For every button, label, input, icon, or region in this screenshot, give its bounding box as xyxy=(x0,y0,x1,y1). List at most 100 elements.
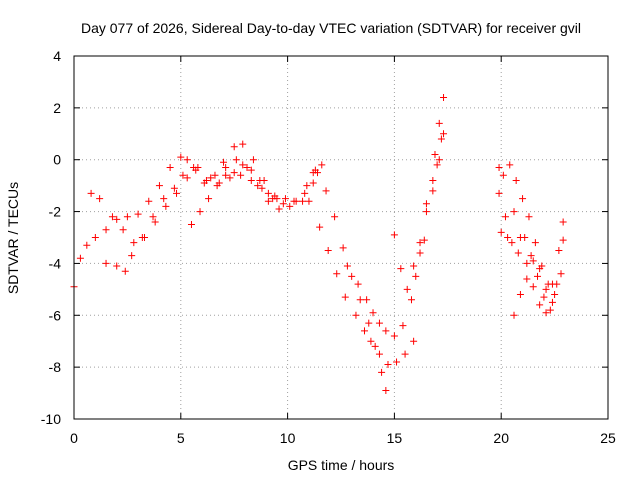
data-point xyxy=(160,195,168,203)
data-point xyxy=(254,182,262,190)
data-point xyxy=(548,280,556,288)
data-point xyxy=(433,161,441,169)
data-point xyxy=(525,213,533,221)
y-tick-label: -6 xyxy=(49,307,62,323)
data-point xyxy=(264,189,272,197)
data-point xyxy=(222,171,230,179)
data-point xyxy=(504,234,512,241)
data-series-11 xyxy=(495,189,567,314)
data-point xyxy=(375,319,383,327)
plot-frame xyxy=(73,55,609,420)
data-series-8 xyxy=(390,135,445,293)
data-point xyxy=(83,241,91,249)
data-point xyxy=(183,156,191,164)
data-point xyxy=(200,179,208,187)
data-point xyxy=(382,327,390,335)
data-series-4 xyxy=(187,161,281,229)
data-point xyxy=(384,361,392,369)
y-tick-label: -2 xyxy=(49,204,62,220)
data-point xyxy=(196,208,204,216)
data-point xyxy=(512,176,520,184)
chart-title: Day 077 of 2026, Sidereal Day-to-day VTE… xyxy=(81,20,581,36)
data-markers xyxy=(70,93,567,394)
data-point xyxy=(213,182,221,190)
data-point xyxy=(279,200,287,208)
y-axis-label: SDTVAR / TECUs xyxy=(5,182,21,294)
data-series-1 xyxy=(70,153,317,291)
data-point xyxy=(551,291,559,299)
data-point xyxy=(343,262,351,270)
data-point xyxy=(360,327,368,335)
data-point xyxy=(151,218,159,226)
data-point xyxy=(96,195,104,203)
data-point xyxy=(232,156,240,164)
data-point xyxy=(179,171,187,179)
data-point xyxy=(108,213,116,221)
data-point xyxy=(113,215,121,223)
data-point xyxy=(365,319,373,327)
data-point xyxy=(529,283,537,291)
data-point xyxy=(527,252,535,260)
data-point xyxy=(497,228,505,236)
data-point xyxy=(237,171,245,179)
data-point xyxy=(247,176,255,184)
data-point xyxy=(435,156,443,164)
data-point xyxy=(102,259,110,267)
y-tick-label: -8 xyxy=(49,359,62,375)
data-point xyxy=(412,272,420,280)
data-point xyxy=(138,234,146,241)
data-point xyxy=(431,151,439,159)
x-tick-label: 20 xyxy=(493,430,509,446)
data-point xyxy=(341,293,349,301)
data-point xyxy=(121,267,129,275)
data-point xyxy=(318,161,326,169)
data-point xyxy=(113,262,121,270)
data-point xyxy=(559,236,567,244)
data-point xyxy=(286,202,294,210)
data-point xyxy=(256,176,264,184)
data-point xyxy=(540,293,548,301)
data-series-10 xyxy=(495,161,565,299)
data-point xyxy=(292,197,300,205)
data-point xyxy=(130,239,138,247)
data-series-13 xyxy=(510,257,556,319)
x-tick-label: 10 xyxy=(280,430,296,446)
data-series-5 xyxy=(314,169,390,394)
data-point xyxy=(375,350,383,358)
data-point xyxy=(382,386,390,394)
data-point xyxy=(207,174,215,182)
data-point xyxy=(273,195,281,203)
data-point xyxy=(542,309,550,317)
data-point xyxy=(170,184,178,192)
data-point xyxy=(230,169,238,177)
data-point xyxy=(510,208,518,216)
data-point xyxy=(516,234,524,241)
data-point xyxy=(437,135,445,143)
x-tick-label: 15 xyxy=(387,430,403,446)
data-point xyxy=(548,298,556,306)
data-point xyxy=(390,332,398,340)
data-point xyxy=(393,358,401,366)
data-point xyxy=(211,171,219,179)
data-point xyxy=(155,182,163,190)
data-point xyxy=(303,182,311,190)
axis-ticks: 0 5 10 15 20 25 -10 -8 -6 -4 -2 0 2 4 xyxy=(41,48,616,446)
data-point xyxy=(305,197,313,205)
data-point xyxy=(435,119,443,127)
data-point xyxy=(177,153,185,161)
data-point xyxy=(183,174,191,182)
data-point xyxy=(529,257,537,265)
data-point xyxy=(410,337,418,345)
data-point xyxy=(523,275,531,283)
data-point xyxy=(422,208,430,216)
x-tick-label: 25 xyxy=(600,430,616,446)
data-point xyxy=(134,210,142,218)
data-point xyxy=(356,296,364,304)
data-point xyxy=(557,270,565,278)
data-series-3 xyxy=(102,156,326,275)
data-point xyxy=(506,161,514,169)
data-point xyxy=(331,213,339,221)
data-point xyxy=(401,350,409,358)
data-point xyxy=(333,270,341,278)
